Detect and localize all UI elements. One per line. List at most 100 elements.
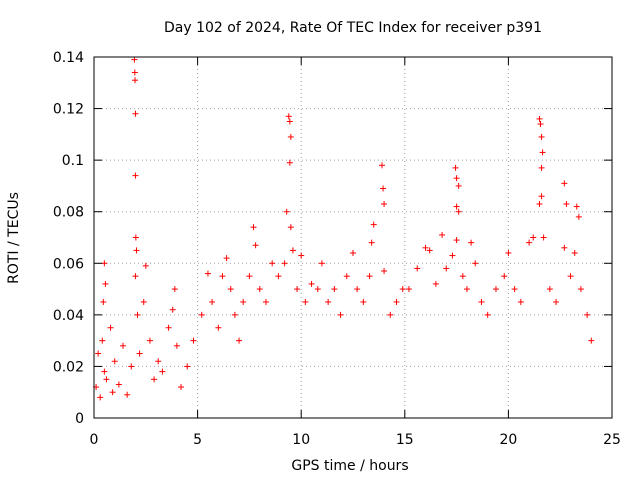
data-point — [455, 182, 462, 189]
data-point — [546, 286, 553, 293]
data-point — [526, 239, 533, 246]
data-point — [151, 376, 158, 383]
data-point — [285, 113, 292, 120]
data-point — [169, 306, 176, 313]
data-point — [142, 262, 149, 269]
data-point — [173, 342, 180, 349]
data-point — [553, 298, 560, 305]
data-point — [463, 286, 470, 293]
data-point — [95, 350, 102, 357]
data-point — [366, 273, 373, 280]
data-point — [302, 298, 309, 305]
data-point — [111, 358, 118, 365]
data-point — [294, 286, 301, 293]
x-tick-label: 0 — [90, 432, 99, 448]
data-point — [286, 118, 293, 125]
chart-title: Day 102 of 2024, Rate Of TEC Index for r… — [164, 20, 542, 36]
data-point — [190, 337, 197, 344]
data-point — [575, 213, 582, 220]
data-point — [314, 286, 321, 293]
data-point — [146, 337, 153, 344]
x-tick-label: 15 — [396, 432, 414, 448]
data-point — [100, 298, 107, 305]
data-point — [262, 298, 269, 305]
data-point — [198, 311, 205, 318]
data-point — [140, 298, 147, 305]
data-point — [184, 363, 191, 370]
data-point — [536, 200, 543, 207]
data-point — [250, 224, 257, 231]
data-point — [240, 298, 247, 305]
data-point — [537, 121, 544, 128]
data-point — [530, 234, 537, 241]
data-point — [563, 200, 570, 207]
x-tick-label: 10 — [292, 432, 310, 448]
data-point — [287, 224, 294, 231]
data-point — [472, 260, 479, 267]
data-point — [439, 231, 446, 238]
axis-ticks: 0 0.02 0.04 0.06 0.08 0.1 0.12 0.14 0 5 10 15 20 25 — [53, 50, 621, 448]
data-point — [99, 337, 106, 344]
data-point — [443, 265, 450, 272]
data-point — [308, 280, 315, 287]
data-point — [227, 286, 234, 293]
x-axis-label: GPS time / hours — [291, 458, 408, 474]
data-point — [370, 221, 377, 228]
data-point — [134, 311, 141, 318]
data-point — [501, 273, 508, 280]
data-point — [337, 311, 344, 318]
data-point — [538, 193, 545, 200]
data-point — [283, 208, 290, 215]
data-point — [452, 164, 459, 171]
data-point — [379, 162, 386, 169]
data-point — [132, 234, 139, 241]
data-point — [540, 234, 547, 241]
data-point — [171, 286, 178, 293]
data-point — [360, 298, 367, 305]
data-point — [399, 286, 406, 293]
data-point — [414, 265, 421, 272]
data-point — [478, 298, 485, 305]
data-point — [536, 115, 543, 122]
data-point — [159, 368, 166, 375]
data-point — [178, 384, 185, 391]
data-point — [318, 260, 325, 267]
grid — [94, 57, 612, 418]
y-tick-label: 0.08 — [53, 205, 84, 221]
y-tick-label: 0.14 — [53, 50, 84, 66]
data-point — [204, 270, 211, 277]
data-point — [115, 381, 122, 388]
data-point — [381, 200, 388, 207]
data-point — [368, 239, 375, 246]
data-point — [484, 311, 491, 318]
data-point — [331, 286, 338, 293]
y-tick-label: 0.04 — [53, 308, 84, 324]
data-point — [132, 172, 139, 179]
data-point — [584, 311, 591, 318]
data-point — [132, 273, 139, 280]
data-point — [298, 252, 305, 259]
data-point — [102, 280, 109, 287]
data-point — [343, 273, 350, 280]
data-point — [109, 389, 116, 396]
scatter-points — [93, 56, 595, 401]
data-point — [459, 273, 466, 280]
data-point — [387, 311, 394, 318]
data-point — [380, 185, 387, 192]
plot-frame — [93, 56, 613, 419]
data-point — [281, 260, 288, 267]
data-point — [354, 286, 361, 293]
data-point — [577, 286, 584, 293]
data-point — [422, 244, 429, 251]
x-tick-label: 5 — [193, 432, 202, 448]
data-point — [131, 56, 138, 63]
data-point — [165, 324, 172, 331]
data-point — [350, 249, 356, 256]
data-point — [453, 175, 460, 182]
data-point — [455, 208, 462, 215]
data-point — [286, 159, 293, 166]
data-point — [517, 298, 524, 305]
data-point — [449, 252, 456, 259]
data-point — [567, 273, 574, 280]
data-point — [432, 280, 439, 287]
